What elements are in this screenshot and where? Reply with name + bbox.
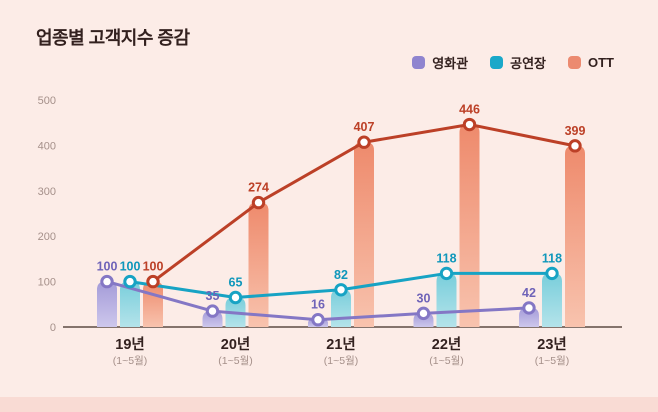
bar-ott-19년 [143, 281, 163, 327]
bar-ott-20년 [248, 202, 269, 327]
value-label: 274 [248, 181, 269, 195]
y-axis-label: 300 [38, 186, 56, 198]
marker-concert-hall-23년 [545, 266, 559, 281]
x-axis-label: 20년 [221, 336, 250, 353]
value-label: 100 [143, 260, 164, 274]
x-axis-sublabel: (1~5월) [113, 355, 147, 367]
y-axis-label: 400 [38, 140, 56, 152]
marker-ott-22년 [462, 117, 477, 132]
value-label: 65 [229, 275, 243, 289]
marker-concert-hall-19년 [123, 274, 137, 289]
bar-ott-22년 [459, 124, 480, 328]
x-axis-label: 23년 [537, 336, 566, 353]
value-label: 407 [354, 120, 375, 134]
legend-swatch-concert-hall [490, 56, 504, 69]
value-label: 42 [522, 286, 536, 300]
value-label: 30 [417, 291, 431, 305]
legend: 영화관 공연장 OTT [412, 53, 614, 72]
bar-concert-hall-19년 [120, 281, 140, 327]
x-axis-label: 19년 [115, 336, 144, 353]
bar-ott-21년 [354, 142, 374, 327]
value-label: 82 [334, 268, 348, 282]
x-axis-label: 21년 [326, 336, 355, 353]
marker-concert-hall-21년 [334, 283, 348, 297]
marker-ott-21년 [357, 135, 371, 149]
x-axis-label: 22년 [432, 336, 461, 353]
marker-cinema-22년 [416, 306, 431, 321]
marker-concert-hall-20년 [228, 290, 243, 305]
marker-cinema-19년 [100, 274, 114, 289]
value-label: 100 [120, 260, 141, 274]
bar-concert-hall-22년 [436, 273, 457, 327]
value-label: 100 [97, 260, 118, 274]
bar-cinema-23년 [519, 307, 539, 327]
x-axis-sublabel: (1~5월) [535, 355, 569, 367]
x-axis-sublabel: (1~5월) [218, 355, 252, 367]
x-axis-sublabel: (1~5월) [324, 355, 358, 367]
legend-label-concert-hall: 공연장 [510, 56, 546, 71]
y-axis-label: 100 [38, 277, 56, 289]
page-title: 업종별 고객지수 증감 [36, 28, 190, 48]
legend-item-cinema: 영화관 [412, 53, 468, 72]
legend-label-cinema: 영화관 [432, 56, 469, 71]
value-label: 399 [565, 124, 586, 138]
legend-swatch-ott [568, 56, 581, 69]
legend-swatch-cinema [412, 56, 426, 69]
bar-concert-hall-23년 [542, 273, 562, 327]
marker-ott-20년 [251, 195, 266, 210]
value-label: 446 [459, 103, 480, 117]
value-label: 16 [311, 298, 325, 312]
footer-strip [0, 397, 658, 412]
value-label: 118 [436, 251, 456, 265]
y-axis-label: 0 [50, 322, 56, 334]
y-axis-label: 500 [38, 95, 56, 107]
marker-ott-19년 [146, 274, 160, 289]
marker-ott-23년 [568, 139, 582, 153]
y-axis-label: 200 [38, 231, 56, 243]
legend-item-ott: OTT [568, 55, 614, 70]
legend-item-concert-hall: 공연장 [490, 53, 546, 72]
marker-concert-hall-22년 [439, 266, 454, 281]
value-label: 118 [542, 251, 562, 265]
x-axis-sublabel: (1~5월) [429, 355, 463, 367]
marker-cinema-23년 [522, 301, 536, 315]
marker-cinema-20년 [205, 304, 220, 318]
bar-ott-23년 [565, 145, 585, 327]
legend-label-ott: OTT [588, 55, 614, 70]
value-label: 35 [206, 289, 220, 303]
bar-cinema-19년 [97, 281, 117, 327]
marker-cinema-21년 [311, 313, 325, 327]
